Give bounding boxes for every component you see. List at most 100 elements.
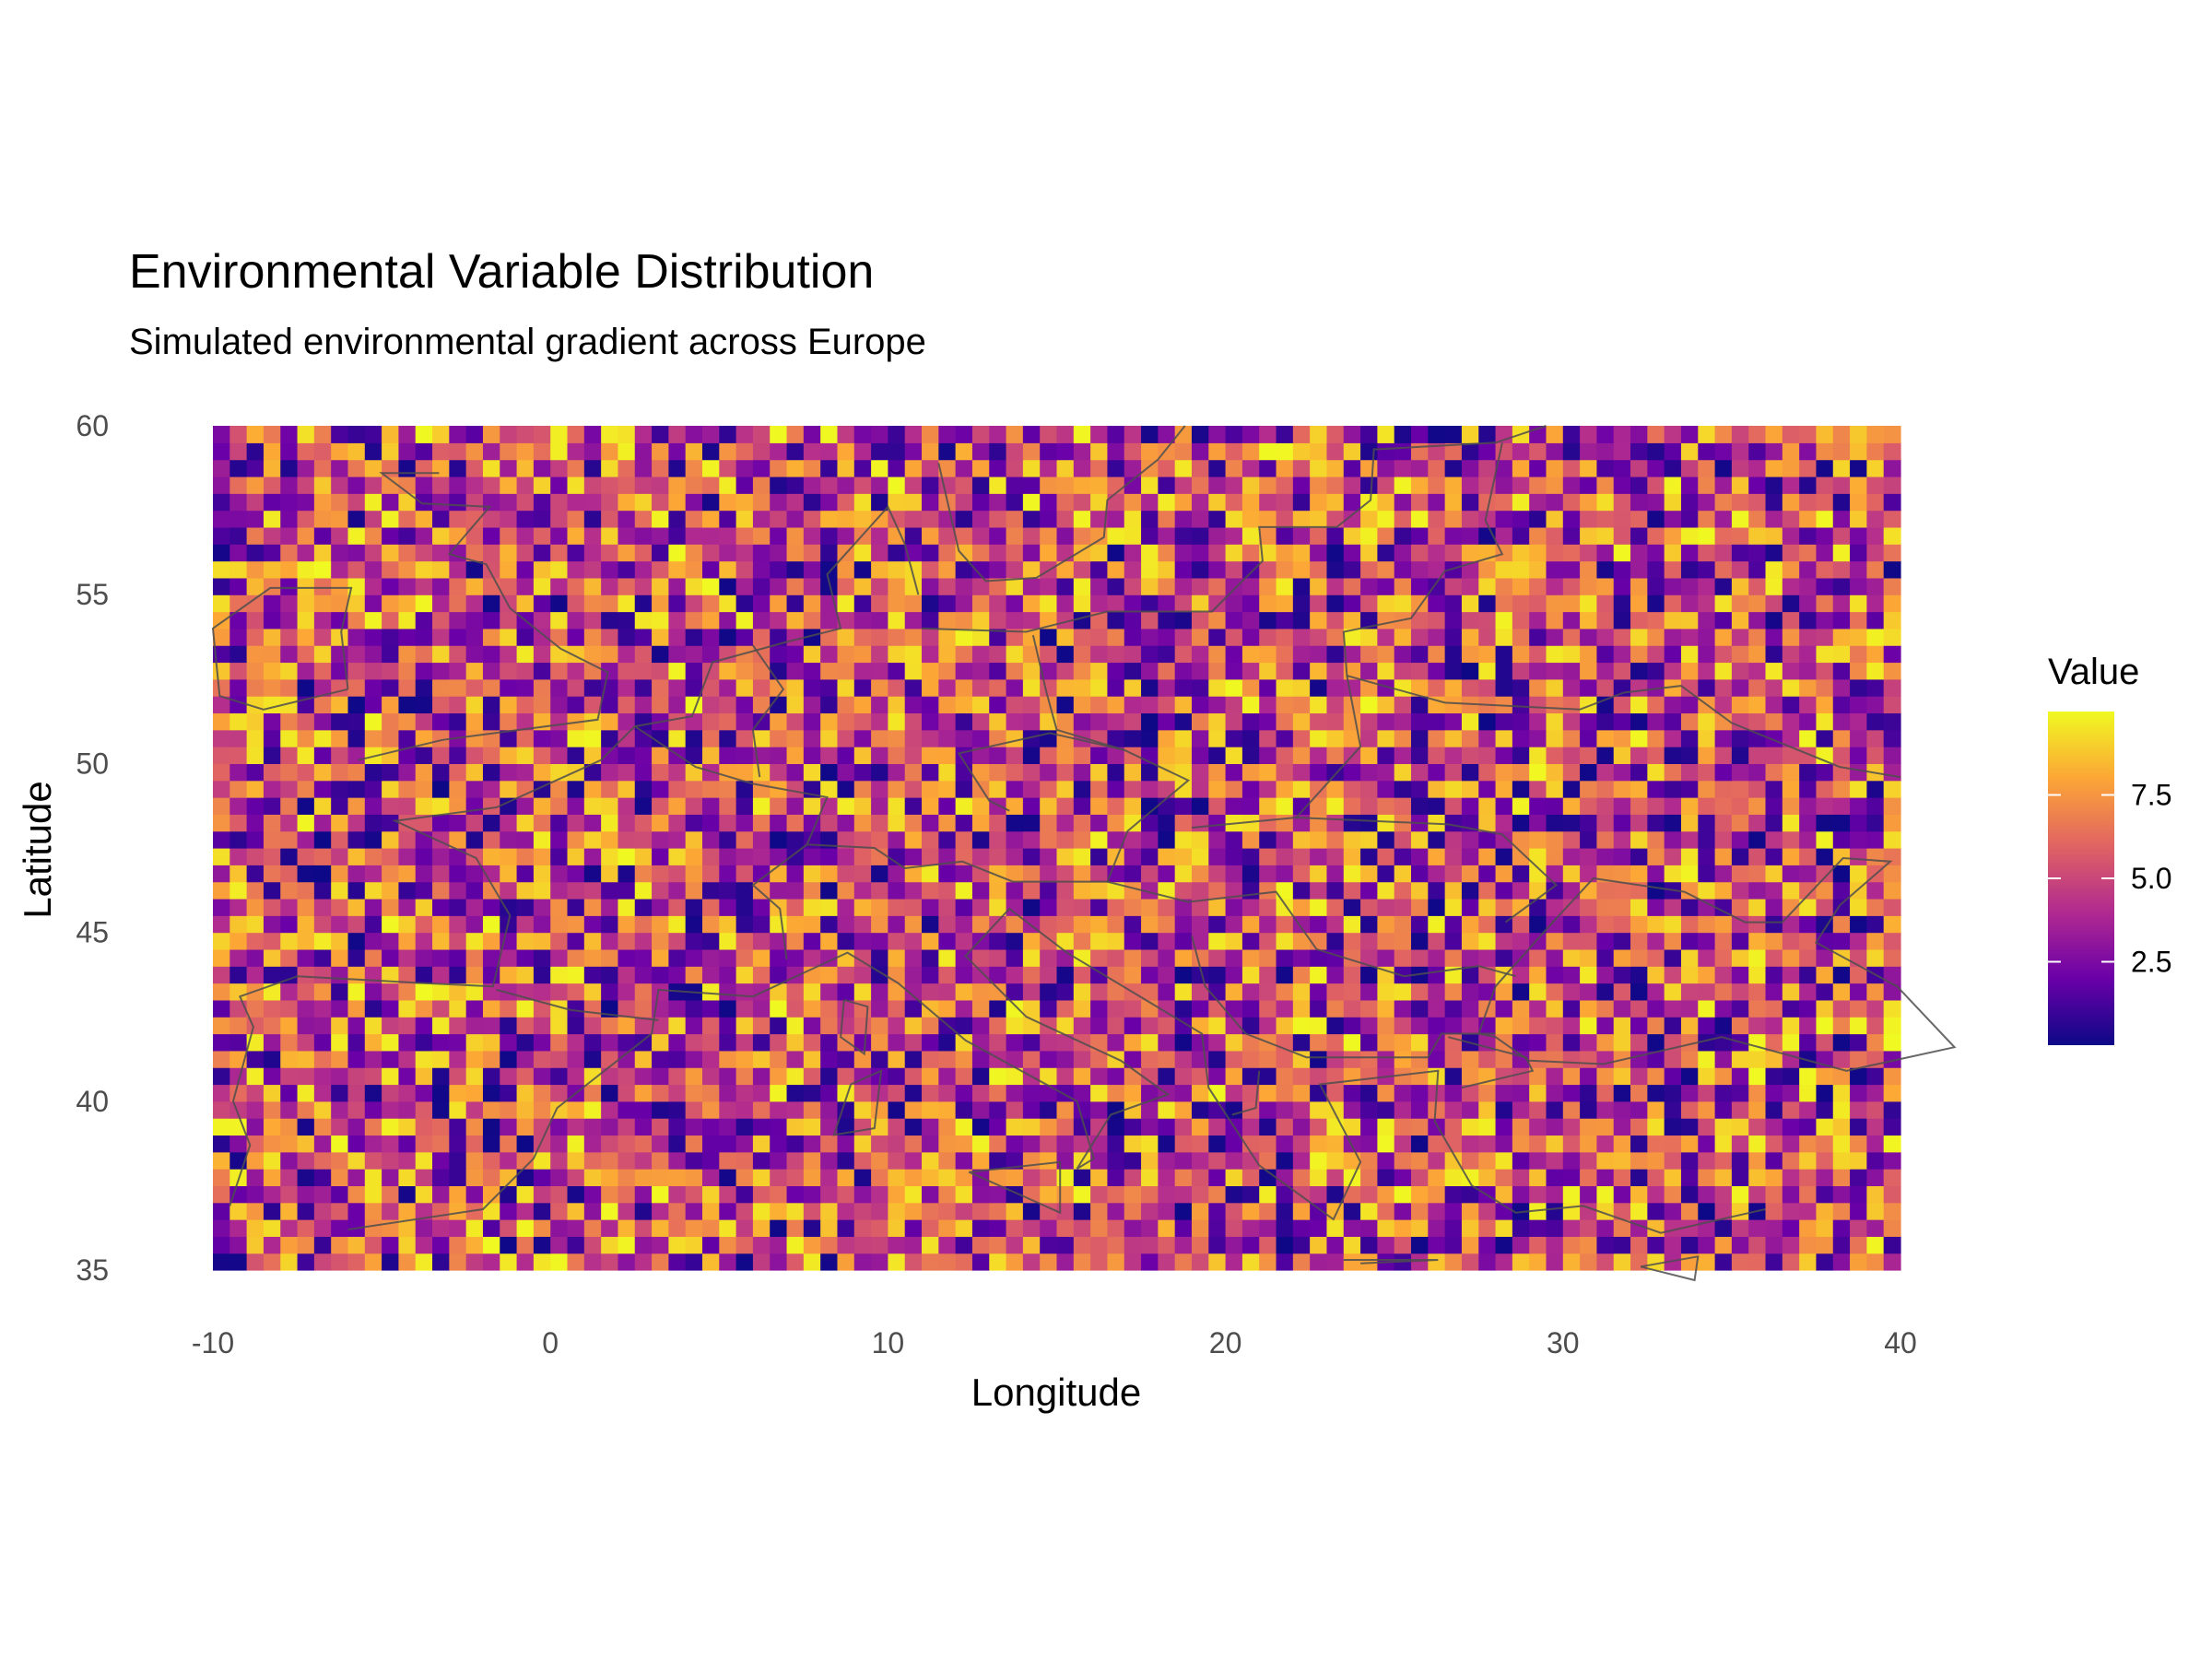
- heatmap-cell: [1276, 459, 1294, 477]
- heatmap-cell: [432, 932, 450, 950]
- heatmap-cell: [1850, 830, 1867, 849]
- heatmap-cell: [1765, 966, 1783, 984]
- heatmap-cell: [634, 662, 653, 680]
- heatmap-cell: [938, 830, 957, 849]
- heatmap-cell: [382, 848, 400, 865]
- heatmap-cell: [685, 966, 703, 984]
- heatmap-cell: [904, 1067, 923, 1086]
- heatmap-cell: [1124, 814, 1142, 832]
- heatmap-cell: [229, 881, 248, 900]
- heatmap-cell: [1680, 1050, 1699, 1068]
- heatmap-cell: [1748, 865, 1767, 883]
- heatmap-cell: [1546, 1050, 1564, 1068]
- heatmap-cell: [229, 814, 248, 832]
- heatmap-cell: [938, 476, 957, 494]
- heatmap-cell: [1664, 1185, 1682, 1204]
- heatmap-cell: [853, 594, 872, 613]
- heatmap-cell: [1377, 1100, 1395, 1119]
- heatmap-cell: [1664, 932, 1682, 950]
- heatmap-cell: [1630, 797, 1648, 815]
- heatmap-cell: [1596, 1100, 1615, 1119]
- heatmap-cell: [567, 1169, 585, 1186]
- heatmap-cell: [1411, 611, 1429, 629]
- heatmap-cell: [1664, 442, 1682, 461]
- heatmap-cell: [1478, 780, 1497, 798]
- heatmap-cell: [1191, 797, 1209, 815]
- heatmap-cell: [1546, 476, 1564, 494]
- heatmap-cell: [1360, 696, 1378, 714]
- heatmap-cell: [1124, 645, 1142, 664]
- heatmap-cell: [533, 1151, 551, 1170]
- heatmap-cell: [1225, 932, 1243, 950]
- heatmap-cell: [465, 932, 484, 950]
- heatmap-cell: [1326, 763, 1345, 782]
- heatmap-cell: [971, 763, 990, 782]
- heatmap-cell: [1158, 780, 1176, 798]
- heatmap-cell: [601, 594, 619, 613]
- heatmap-cell: [1698, 1100, 1716, 1119]
- heatmap-cell: [955, 526, 973, 545]
- heatmap-cell: [1141, 1202, 1159, 1220]
- heatmap-cell: [853, 747, 872, 764]
- heatmap-cell: [922, 1219, 939, 1237]
- heatmap-cell: [1022, 1253, 1041, 1271]
- heatmap-cell: [1073, 510, 1091, 528]
- heatmap-cell: [1512, 848, 1530, 865]
- heatmap-cell: [735, 1033, 754, 1052]
- heatmap-cell: [685, 1253, 703, 1271]
- heatmap-cell: [770, 814, 788, 832]
- heatmap-cell: [500, 797, 518, 815]
- heatmap-cell: [1714, 948, 1733, 967]
- heatmap-cell: [1562, 763, 1581, 782]
- heatmap-cell: [1056, 510, 1075, 528]
- heatmap-cell: [1276, 645, 1294, 664]
- heatmap-cell: [1832, 1219, 1851, 1237]
- heatmap-cell: [398, 594, 417, 613]
- heatmap-cell: [719, 560, 737, 579]
- heatmap-cell: [634, 1017, 653, 1035]
- heatmap-cell: [1141, 1151, 1159, 1170]
- heatmap-cell: [1360, 510, 1378, 528]
- heatmap-cell: [1377, 442, 1395, 461]
- heatmap-cell: [297, 881, 315, 900]
- heatmap-cell: [1444, 1185, 1463, 1204]
- heatmap-cell: [1241, 1185, 1260, 1204]
- heatmap-cell: [1883, 848, 1901, 865]
- heatmap-cell: [382, 1118, 400, 1136]
- heatmap-cell: [1714, 982, 1733, 1001]
- heatmap-cell: [1259, 814, 1277, 832]
- heatmap-cell: [1241, 476, 1260, 494]
- heatmap-cell: [432, 1219, 450, 1237]
- heatmap-cell: [601, 696, 619, 714]
- heatmap-cell: [449, 1219, 467, 1237]
- heatmap-cell: [449, 594, 467, 613]
- heatmap-cell: [1411, 999, 1429, 1018]
- heatmap-cell: [601, 442, 619, 461]
- heatmap-cell: [465, 747, 484, 764]
- heatmap-cell: [213, 1100, 230, 1119]
- heatmap-cell: [1022, 662, 1041, 680]
- heatmap-cell: [1461, 898, 1479, 916]
- heatmap-cell: [482, 932, 500, 950]
- heatmap-cell: [701, 1135, 720, 1153]
- heatmap-cell: [634, 1219, 653, 1237]
- heatmap-cell: [922, 526, 939, 545]
- heatmap-cell: [1562, 1236, 1581, 1254]
- heatmap-cell: [1562, 628, 1581, 646]
- heatmap-cell: [313, 763, 332, 782]
- heatmap-cell: [668, 948, 687, 967]
- heatmap-cell: [229, 1135, 248, 1153]
- heatmap-cell: [1850, 1253, 1867, 1271]
- heatmap-cell: [550, 729, 569, 747]
- heatmap-cell: [465, 881, 484, 900]
- heatmap-cell: [398, 999, 417, 1018]
- heatmap-cell: [1158, 577, 1176, 595]
- heatmap-cell: [1680, 560, 1699, 579]
- heatmap-cell: [1883, 1236, 1901, 1254]
- heatmap-cell: [1630, 982, 1648, 1001]
- heatmap-cell: [297, 898, 315, 916]
- heatmap-cell: [1394, 1151, 1412, 1170]
- heatmap-cell: [938, 1185, 957, 1204]
- heatmap-cell: [1647, 780, 1665, 798]
- heatmap-cell: [1816, 814, 1834, 832]
